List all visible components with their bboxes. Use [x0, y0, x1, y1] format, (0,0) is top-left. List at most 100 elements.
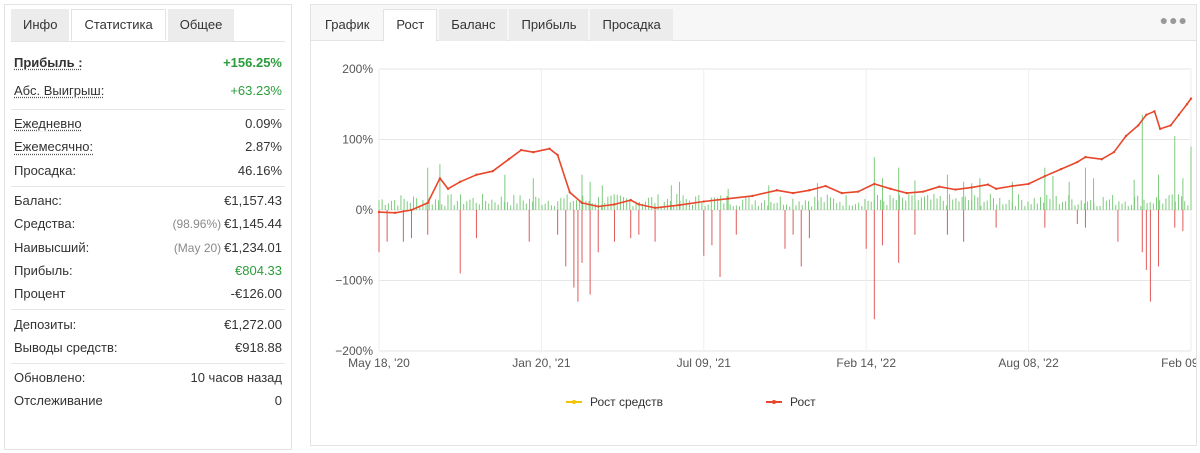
x-tick-label: Jul 09, '21: [677, 356, 732, 370]
stat-prefix: (May 20): [173, 240, 222, 255]
chart-tab-2[interactable]: Баланс: [439, 9, 508, 41]
growth-point: [678, 203, 681, 207]
ellipsis-icon[interactable]: ●●●: [1159, 12, 1188, 28]
growth-point: [597, 205, 600, 208]
growth-point: [921, 190, 925, 193]
stat-value: €918.88: [235, 340, 282, 355]
stat-prefix: (98.96%): [172, 217, 222, 232]
stat-label[interactable]: Абс. Выигрыш:: [14, 83, 105, 99]
growth-point: [702, 200, 705, 203]
legend-marker: [572, 400, 576, 404]
x-tick-label: Aug 08, '22: [998, 356, 1059, 370]
growth-point: [726, 197, 730, 200]
stat-label: Процент: [14, 286, 66, 302]
growth-point: [568, 191, 572, 194]
growth-point: [954, 188, 957, 191]
stats-list: Прибыль : +156.25% Абс. Выигрыш: +63.23% Еже…: [11, 41, 285, 417]
chart-panel: График Рост Баланс Прибыль Просадка ●●● 200% 1…: [310, 4, 1200, 446]
growth-point: [426, 201, 429, 205]
growth-point: [1185, 103, 1189, 106]
growth-point: [1084, 155, 1087, 159]
tab-0[interactable]: Инфо: [11, 9, 70, 41]
stat-row: Отслеживание 0: [11, 389, 285, 412]
growth-point: [613, 203, 616, 206]
stat-value-text: €804.33: [235, 262, 282, 278]
stat-value: 2.87%: [245, 139, 282, 154]
growth-point: [377, 210, 381, 214]
stat-value: +63.23%: [230, 83, 282, 98]
stat-row: Прибыль: €804.33: [11, 259, 285, 282]
y-tick-label: −200%: [335, 344, 373, 358]
chart-tab-4[interactable]: Просадка: [590, 9, 673, 41]
growth-point: [653, 206, 657, 210]
stat-value-text: +63.23%: [230, 83, 282, 99]
stat-row: Прибыль : +156.25%: [11, 48, 285, 77]
stat-label: Прибыль:: [14, 262, 73, 278]
stat-label[interactable]: Ежемесячно:: [14, 139, 94, 155]
growth-point: [1112, 150, 1116, 154]
stat-value: €804.33: [235, 263, 282, 278]
growth-point: [491, 170, 494, 173]
y-tick-label: 100%: [342, 133, 373, 147]
stat-value-text: €1,272.00: [224, 316, 282, 332]
growth-point: [1011, 184, 1014, 188]
stat-value: €1,157.43: [224, 193, 282, 208]
growth-chart: 200% 100% 0% −100% −200%May 18, '20 Jan 20, '…: [335, 62, 1200, 409]
stat-value-text: 0.09%: [245, 116, 282, 132]
growth-point: [475, 173, 478, 176]
growth-point: [580, 201, 584, 205]
stat-label: Наивысший:: [14, 239, 90, 255]
stat-label: Депозиты:: [14, 316, 77, 332]
growth-point: [889, 187, 892, 191]
stat-label: Просадка:: [14, 162, 76, 178]
tab-2[interactable]: Общее: [167, 9, 235, 41]
stat-value: 10 часов назад: [190, 370, 282, 385]
x-tick-label: May 18, '20: [348, 356, 410, 370]
chart-tabs: График Рост Баланс Прибыль Просадка ●●●: [311, 5, 1196, 42]
growth-point: [873, 182, 876, 186]
legend-label: Рост средств: [590, 395, 663, 409]
growth-point: [791, 191, 795, 195]
growth-point: [446, 187, 450, 191]
stat-label: Средства:: [14, 216, 76, 232]
growth-point: [507, 158, 511, 161]
stat-row: Баланс: €1,157.43: [11, 189, 285, 212]
growth-point: [1059, 167, 1063, 171]
growth-point: [970, 186, 973, 189]
growth-point: [556, 153, 559, 157]
y-tick-label: 0%: [356, 203, 374, 217]
legend-marker: [772, 400, 776, 404]
growth-point: [775, 189, 779, 192]
chart-tab-3[interactable]: Прибыль: [509, 9, 589, 41]
stats-group: Прибыль : +156.25% Абс. Выигрыш: +63.23%: [11, 46, 285, 110]
chart-tab-1[interactable]: Рост: [383, 9, 438, 42]
stat-row: Абс. Выигрыш: +63.23%: [11, 77, 285, 106]
stat-value-text: 0: [274, 393, 282, 409]
growth-point: [1076, 160, 1079, 164]
growth-point: [1153, 110, 1156, 113]
stat-row: Ежедневно 0.09%: [11, 112, 285, 135]
stat-label: Выводы средств:: [14, 339, 118, 355]
growth-point: [751, 194, 754, 198]
chart-tab-0[interactable]: График: [325, 17, 370, 32]
growth-point: [1189, 97, 1193, 100]
tab-1[interactable]: Статистика: [71, 9, 166, 41]
stat-value-text: €1,234.01: [224, 239, 282, 255]
growth-point: [394, 211, 397, 215]
stat-label[interactable]: Ежедневно: [14, 116, 82, 132]
growth-point: [1137, 124, 1140, 127]
stat-label[interactable]: Прибыль :: [14, 54, 83, 70]
x-tick-label: Jan 20, '21: [512, 356, 571, 370]
stat-value-text: +156.25%: [223, 54, 282, 70]
growth-point: [1177, 113, 1181, 117]
stats-group: Баланс: €1,157.43 Средства: (98.96%) €1,145.…: [11, 187, 285, 311]
stat-value-text: 2.87%: [245, 139, 282, 155]
y-tick-label: 200%: [342, 62, 373, 76]
growth-point: [840, 191, 844, 195]
stat-value-text: €1,145.44: [224, 216, 282, 232]
growth-point: [824, 184, 827, 188]
growth-point: [438, 177, 442, 180]
growth-point: [1043, 174, 1047, 178]
growth-point: [548, 147, 551, 150]
stats-group: Депозиты: €1,272.00 Выводы средств: €918.88: [11, 310, 285, 364]
